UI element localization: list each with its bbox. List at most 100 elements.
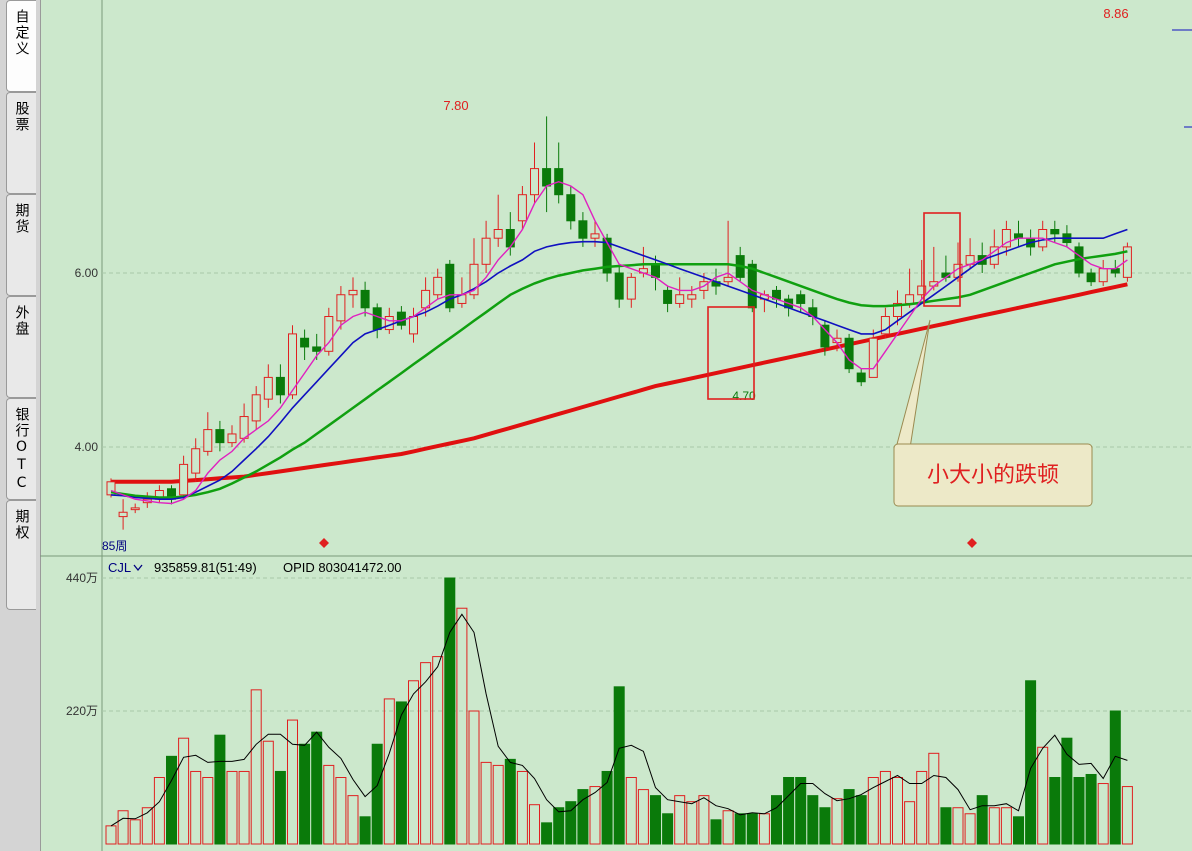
volume-bar — [1109, 710, 1121, 845]
volume-bar — [952, 807, 964, 845]
stock-chart[interactable]: 6.00 4.00 CJL 935859.81(51:49) OPID 80304… — [40, 0, 1192, 851]
volume-bar — [722, 810, 734, 845]
volume-bar — [166, 755, 177, 845]
volume-bar — [1121, 786, 1133, 845]
volume-bar — [1013, 816, 1024, 845]
volume-bar — [335, 777, 347, 845]
candle-body — [179, 463, 189, 496]
candle-body — [384, 316, 394, 331]
candle-body — [880, 316, 890, 335]
signal-marker — [967, 538, 977, 548]
low-label: 4.70 — [732, 389, 756, 403]
tab-label: 期权 — [13, 509, 30, 541]
volume-bar — [444, 577, 456, 845]
annotations: 8.86 7.80 4.70 85周 小大小的跌顿 — [102, 6, 1192, 553]
price-tick-label: 4.00 — [75, 440, 99, 454]
volume-bar — [299, 743, 311, 845]
volume-bar — [698, 795, 710, 845]
candle-body — [517, 194, 527, 222]
candle-body — [505, 229, 515, 248]
candle-body — [215, 429, 225, 444]
volume-bar — [1049, 777, 1061, 845]
volume-bar — [1025, 680, 1037, 845]
volume-bar — [250, 689, 262, 845]
high-label: 8.86 — [1103, 6, 1128, 21]
volume-bar — [565, 801, 577, 845]
volume-bar — [795, 777, 807, 845]
volume-bar — [190, 770, 202, 845]
candle-body — [820, 324, 830, 348]
candle-body — [130, 507, 140, 511]
candle-body — [275, 376, 285, 396]
volume-bar — [516, 770, 528, 845]
candle-body — [203, 429, 213, 452]
candle-body — [251, 394, 261, 422]
volume-bar — [686, 801, 698, 845]
volume-bar — [807, 795, 819, 845]
candle-body — [566, 194, 576, 222]
volume-bar — [492, 764, 504, 845]
volume-bar — [1085, 773, 1097, 845]
candle-body — [626, 276, 636, 300]
volume-bar — [831, 798, 843, 845]
volume-bar — [879, 770, 891, 845]
volume-bar — [976, 795, 988, 845]
candle-body — [263, 376, 273, 400]
tab-futures[interactable]: 期货 — [6, 194, 36, 296]
candle-body — [445, 263, 455, 309]
volume-bar — [758, 813, 770, 845]
volume-bar — [904, 801, 916, 845]
volume-bar — [940, 807, 952, 845]
volume-bar — [928, 752, 940, 845]
volume-bar — [577, 789, 589, 845]
candle-body — [409, 316, 418, 335]
volume-bar — [214, 734, 226, 845]
tab-options[interactable]: 期权 — [6, 500, 36, 610]
volume-bar — [456, 607, 468, 845]
candle-body — [614, 272, 624, 300]
tab-foreign-markets[interactable]: 外盘 — [6, 296, 36, 398]
chevron-down-icon[interactable] — [133, 564, 143, 572]
candle-body — [796, 294, 806, 304]
indicator-values: 935859.81(51:49) — [154, 560, 257, 575]
ma20-line — [110, 250, 1128, 499]
volume-bar — [819, 807, 831, 845]
tab-label: 股票 — [13, 101, 30, 133]
candle-body — [905, 294, 915, 304]
volume-bar — [529, 804, 540, 845]
callout-box — [893, 443, 1093, 507]
volume-tick-label: 440万 — [66, 571, 98, 585]
candle-body — [493, 229, 503, 239]
indicator-bar: CJL 935859.81(51:49) OPID 803041472.00 — [108, 560, 402, 575]
candle-body — [578, 220, 588, 239]
candles — [106, 116, 1132, 530]
volume-bar — [202, 777, 214, 845]
price-panel: 6.00 4.00 — [75, 0, 1192, 556]
tab-bank-otc[interactable]: 银行OTC — [6, 398, 36, 500]
volume-bar — [274, 770, 286, 845]
ma60-line — [111, 282, 1128, 484]
candle-body — [542, 168, 552, 187]
candle-body — [348, 289, 358, 296]
candle-body — [602, 237, 612, 274]
price-grid — [102, 272, 1192, 448]
candle-body — [227, 433, 237, 444]
tab-label: 银行OTC — [13, 407, 30, 493]
volume-bar — [771, 795, 782, 845]
candle-body — [372, 307, 382, 331]
volume-bar — [153, 777, 165, 845]
volume-bar — [710, 819, 722, 845]
tab-stocks[interactable]: 股票 — [6, 92, 36, 194]
ma5-line — [110, 180, 1128, 505]
candle-body — [300, 337, 310, 348]
indicator-name[interactable]: CJL — [108, 560, 131, 575]
volume-bar — [129, 819, 141, 845]
ma10-line — [110, 228, 1128, 501]
candle-body — [868, 337, 878, 378]
volume-bar — [347, 795, 359, 845]
tab-custom[interactable]: 自定义 — [6, 0, 36, 92]
signal-marker — [319, 538, 329, 548]
candle-body — [530, 168, 539, 196]
candle-body — [469, 263, 479, 296]
candle-body — [288, 333, 297, 396]
